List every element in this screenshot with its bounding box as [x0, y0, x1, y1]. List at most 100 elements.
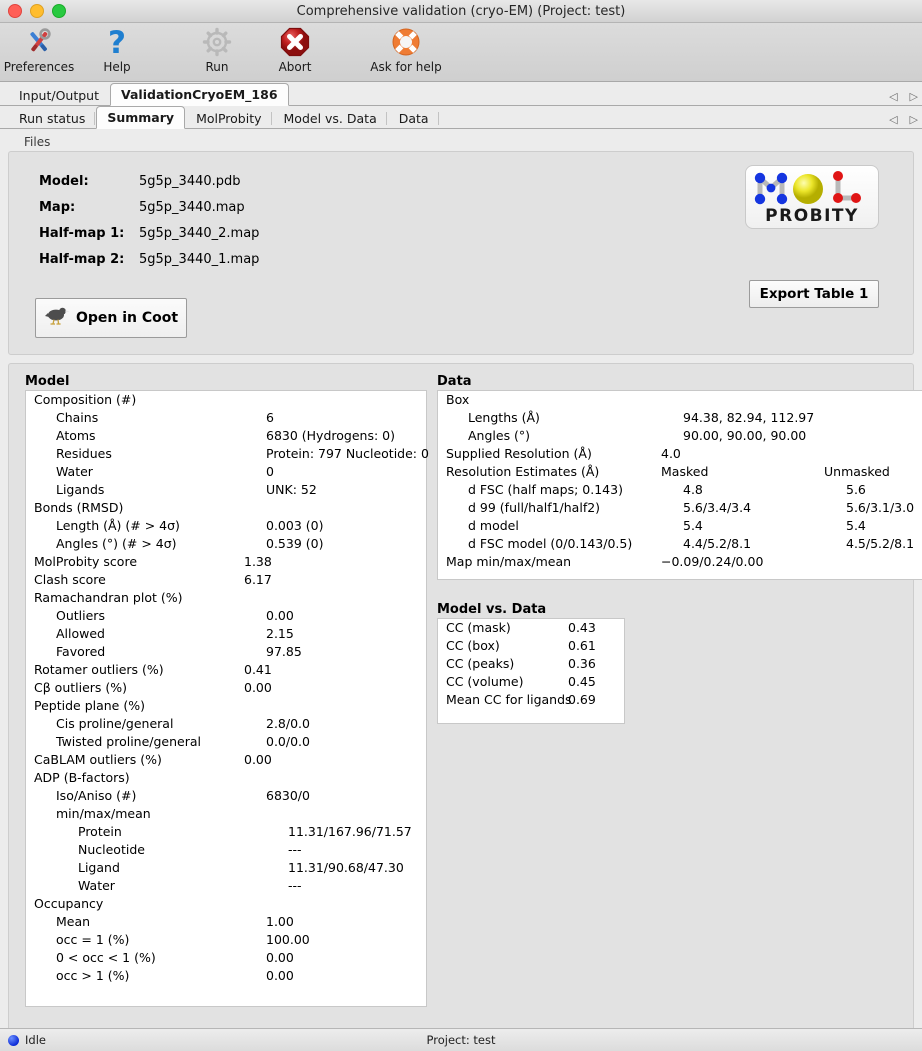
tab-run-status[interactable]: Run status	[8, 107, 96, 129]
data-key-angles: Angles (°)	[468, 428, 531, 443]
abort-button[interactable]: Abort	[256, 25, 334, 74]
table-row: d model 5.4 5.4	[438, 517, 922, 535]
open-in-coot-button[interactable]: Open in Coot	[35, 298, 187, 338]
data-key-supplied-resolution: Supplied Resolution (Å)	[446, 446, 592, 461]
model-key-bonds-rmsd: Bonds (RMSD)	[34, 500, 124, 515]
table-row: occ > 1 (%) 0.00	[26, 967, 426, 985]
data-key-d-99: d 99 (full/half1/half2)	[468, 500, 601, 515]
help-button[interactable]: ? Help	[78, 25, 156, 74]
table-row: Clash score 6.17	[26, 571, 426, 589]
export-table-1-button[interactable]: Export Table 1	[749, 280, 879, 308]
model-key-adp-water: Water	[78, 878, 115, 893]
files-list: Model: 5g5p_3440.pdb Map: 5g5p_3440.map …	[9, 152, 913, 272]
data-value-d-99-masked: 5.6/3.4/3.4	[683, 500, 752, 515]
table-row: Occupancy	[26, 895, 426, 913]
file-label-model: Model:	[39, 173, 89, 189]
model-key-atoms: Atoms	[56, 428, 96, 443]
mvd-value-cc-mask: 0.43	[568, 620, 596, 635]
tab-data[interactable]: Data	[388, 107, 440, 129]
data-value-d-model-unmasked: 5.4	[846, 518, 866, 533]
table-row: Allowed 2.15	[26, 625, 426, 643]
file-value-map: 5g5p_3440.map	[139, 199, 245, 215]
run-gear-icon	[201, 25, 233, 59]
close-window-button[interactable]	[8, 4, 22, 18]
table-row: Protein 11.31/167.96/71.57	[26, 823, 426, 841]
model-section-title: Model	[25, 374, 70, 389]
model-vs-data-section: Model vs. Data CC (mask) 0.43 CC (box) 0.6…	[437, 602, 922, 724]
table-row: Water ---	[26, 877, 426, 895]
run-button[interactable]: Run	[178, 25, 256, 74]
inner-tab-next-icon[interactable]: ▷	[909, 113, 918, 126]
table-row: d FSC (half maps; 0.143) 4.8 5.6	[438, 481, 922, 499]
molprobity-logo: PROBITY	[745, 165, 879, 229]
data-section-title: Data	[437, 374, 472, 389]
table-row: 0 < occ < 1 (%) 0.00	[26, 949, 426, 967]
data-key-lengths: Lengths (Å)	[468, 410, 540, 425]
model-key-min-max-mean: min/max/mean	[56, 806, 151, 821]
table-row: d 99 (full/half1/half2) 5.6/3.4/3.4 5.6/3.…	[438, 499, 922, 517]
model-column: Model Composition (#) Chains 6 Atoms 6830 …	[9, 374, 429, 1032]
maximize-window-button[interactable]	[52, 4, 66, 18]
file-value-model: 5g5p_3440.pdb	[139, 173, 241, 189]
table-row: Iso/Aniso (#) 6830/0	[26, 787, 426, 805]
table-row: CaBLAM outliers (%) 0.00	[26, 751, 426, 769]
abort-label: Abort	[278, 60, 312, 74]
window-controls	[0, 4, 66, 18]
table-row: Ligands UNK: 52	[26, 481, 426, 499]
outer-tab-next-icon[interactable]: ▷	[909, 90, 918, 103]
table-row: Mean CC for ligands 0.69	[438, 691, 624, 709]
table-row: Composition (#)	[26, 391, 426, 409]
inner-tab-prev-icon[interactable]: ◁	[889, 113, 898, 126]
file-value-half-map-1: 5g5p_3440_2.map	[139, 225, 260, 241]
table-row: Length (Å) (# > 4σ) 0.003 (0)	[26, 517, 426, 535]
outer-tab-prev-icon[interactable]: ◁	[889, 90, 898, 103]
mvd-key-mean-cc-ligands: Mean CC for ligands	[446, 692, 572, 707]
model-vs-data-section-title: Model vs. Data	[437, 602, 547, 617]
minimize-window-button[interactable]	[30, 4, 44, 18]
model-key-occ-between: 0 < occ < 1 (%)	[56, 950, 156, 965]
data-value-d-99-unmasked: 5.6/3.1/3.0	[846, 500, 915, 515]
table-row: Nucleotide ---	[26, 841, 426, 859]
files-section: Files Model: 5g5p_3440.pdb Map: 5g5p_344…	[0, 129, 922, 355]
lifebuoy-icon	[390, 25, 422, 59]
model-key-clash-score: Clash score	[34, 572, 106, 587]
files-panel: Model: 5g5p_3440.pdb Map: 5g5p_3440.map …	[8, 151, 914, 355]
model-value-water: 0	[266, 464, 274, 479]
preferences-button[interactable]: Preferences	[0, 25, 78, 74]
data-statistics-table: Box Lengths (Å) 94.38, 82.94, 112.97 Angl…	[437, 390, 922, 580]
model-value-rama-favored: 97.85	[266, 644, 302, 659]
model-value-cis-proline: 2.8/0.0	[266, 716, 310, 731]
model-key-occ-eq-1: occ = 1 (%)	[56, 932, 130, 947]
tab-input-output[interactable]: Input/Output	[19, 88, 99, 103]
model-key-cis-proline: Cis proline/general	[56, 716, 174, 731]
status-led-icon	[8, 1034, 19, 1046]
table-row: Map min/max/mean −0.09/0.24/0.00	[438, 553, 922, 571]
table-row: CC (volume) 0.45	[438, 673, 624, 691]
table-row: Resolution Estimates (Å) Masked Unmasked	[438, 463, 922, 481]
model-key-rama-outliers: Outliers	[56, 608, 105, 623]
table-row: Rotamer outliers (%) 0.41	[26, 661, 426, 679]
model-value-iso-aniso: 6830/0	[266, 788, 310, 803]
data-key-resolution-estimates: Resolution Estimates (Å)	[446, 464, 600, 479]
table-row: MolProbity score 1.38	[26, 553, 426, 571]
model-value-residues: Protein: 797 Nucleotide: 0	[266, 446, 429, 461]
table-row: occ = 1 (%) 100.00	[26, 931, 426, 949]
model-key-residues: Residues	[56, 446, 112, 461]
model-value-occ-eq-1: 100.00	[266, 932, 310, 947]
tab-summary[interactable]: Summary	[96, 106, 186, 129]
table-row: Lengths (Å) 94.38, 82.94, 112.97	[438, 409, 922, 427]
tab-model-vs-data[interactable]: Model vs. Data	[273, 107, 388, 129]
tab-molprobity[interactable]: MolProbity	[185, 107, 272, 129]
model-key-iso-aniso: Iso/Aniso (#)	[56, 788, 137, 803]
model-key-occ-gt-1: occ > 1 (%)	[56, 968, 130, 983]
ask-for-help-button[interactable]: Ask for help	[356, 25, 456, 74]
model-key-twisted-proline: Twisted proline/general	[56, 734, 202, 749]
model-key-cbeta-outliers: Cβ outliers (%)	[34, 680, 128, 695]
tab-validation-cryoem[interactable]: ValidationCryoEM_186	[110, 83, 289, 106]
model-key-adp-protein: Protein	[78, 824, 122, 839]
table-row: Peptide plane (%)	[26, 697, 426, 715]
table-row: min/max/mean	[26, 805, 426, 823]
data-key-d-fsc-model: d FSC model (0/0.143/0.5)	[468, 536, 633, 551]
model-vs-data-table: CC (mask) 0.43 CC (box) 0.61 CC (peaks) 0.3…	[437, 618, 625, 724]
model-key-water: Water	[56, 464, 93, 479]
